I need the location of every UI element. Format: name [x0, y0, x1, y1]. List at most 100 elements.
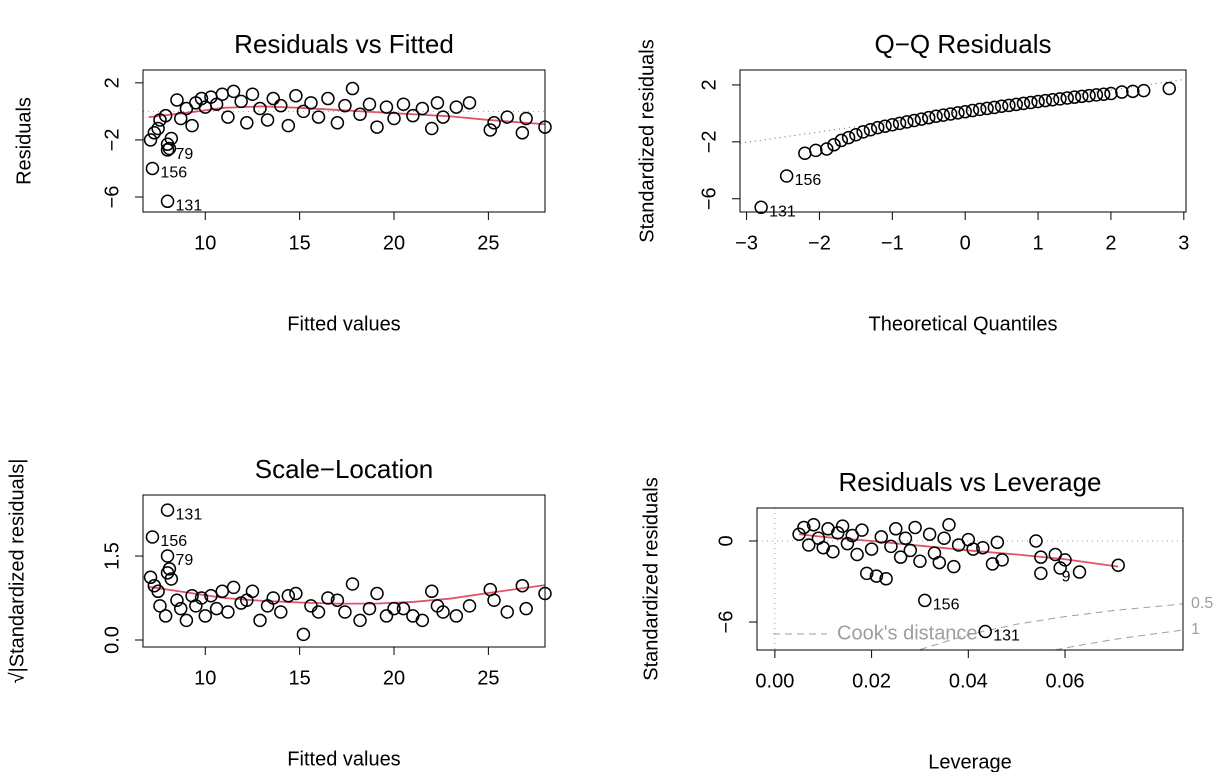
point [449, 100, 464, 114]
point [289, 586, 303, 601]
point [245, 87, 260, 102]
x-tick-label: 25 [477, 232, 499, 254]
point [834, 133, 849, 148]
x-tick-label: 20 [383, 667, 405, 689]
x-tick-label: 0.02 [852, 670, 891, 692]
point-label: 131 [176, 198, 203, 215]
point [430, 96, 445, 110]
point [1111, 558, 1125, 573]
point [1075, 89, 1089, 104]
point [436, 605, 450, 619]
point [937, 531, 951, 546]
plot-area [148, 584, 545, 605]
y-tick-label: −6 [698, 187, 720, 210]
point [151, 121, 165, 136]
point [973, 102, 987, 117]
point [929, 109, 943, 123]
plot-frame [756, 507, 1184, 651]
point [379, 609, 394, 623]
point [806, 518, 821, 532]
point [809, 143, 823, 158]
x-tick-label: 0.00 [755, 670, 794, 692]
point-label: 131 [993, 628, 1020, 645]
smooth-line [798, 533, 1119, 568]
point [1060, 91, 1074, 105]
point [1104, 86, 1118, 101]
point [515, 126, 530, 140]
y-tick-label: −6 [715, 611, 737, 634]
x-tick-label: 15 [289, 232, 311, 254]
x-tick-label: 3 [1178, 232, 1189, 254]
point [1067, 90, 1082, 104]
point [947, 559, 961, 574]
cooks-level-label: 0.5 [1191, 595, 1213, 612]
point [1058, 553, 1072, 567]
point [226, 84, 241, 99]
point [370, 120, 384, 134]
point-label: 9 [1062, 568, 1071, 585]
point [311, 605, 326, 619]
point [1034, 566, 1048, 581]
labeled-point [160, 549, 175, 563]
point [245, 584, 260, 599]
point [835, 519, 850, 533]
point-label: 156 [933, 597, 960, 614]
plot-area [757, 508, 1183, 650]
labeled-point [145, 530, 160, 544]
labeled-point [1072, 565, 1087, 579]
x-tick-label: 0 [960, 232, 971, 254]
labeled-point [779, 169, 794, 183]
point [198, 609, 213, 623]
point [841, 130, 856, 145]
point [487, 116, 501, 130]
y-tick-label: −6 [101, 186, 123, 209]
point [194, 91, 209, 106]
point [406, 108, 420, 123]
y-axis-label: Standardized residuals [640, 477, 662, 680]
point [379, 100, 394, 114]
y-axis-label: Residuals [13, 97, 35, 185]
point [951, 106, 965, 120]
point [253, 101, 267, 116]
y-axis-label: √|Standardized residuals| [6, 459, 28, 684]
x-tick-label: −3 [735, 232, 758, 254]
point [240, 116, 254, 130]
point [396, 97, 411, 112]
point [1009, 97, 1023, 112]
point [321, 91, 335, 106]
point [345, 81, 360, 96]
point [966, 542, 980, 556]
point [158, 108, 173, 123]
point [158, 609, 173, 623]
point-label: 131 [176, 506, 203, 523]
point [164, 572, 179, 586]
point [990, 535, 1005, 550]
x-tick-label: −1 [881, 232, 904, 254]
point [1031, 94, 1045, 109]
point [1029, 534, 1043, 548]
point [311, 110, 326, 124]
point [281, 589, 296, 603]
point [913, 554, 927, 568]
point-label: 156 [160, 533, 187, 550]
point [987, 100, 1002, 115]
point [500, 110, 515, 124]
point [889, 522, 903, 536]
point [885, 118, 900, 132]
labeled-point [160, 143, 175, 157]
labeled-point [754, 200, 768, 215]
point [1045, 92, 1060, 107]
point [153, 599, 167, 613]
point [321, 591, 335, 605]
labeled-point [978, 624, 992, 639]
point [827, 137, 841, 152]
point [976, 540, 990, 555]
point [1115, 85, 1129, 99]
point [274, 605, 288, 619]
point [338, 605, 352, 619]
point [170, 93, 184, 107]
point [831, 526, 845, 540]
chart-title: Residuals vs Fitted [234, 29, 454, 59]
point [387, 111, 401, 126]
point [396, 601, 411, 616]
